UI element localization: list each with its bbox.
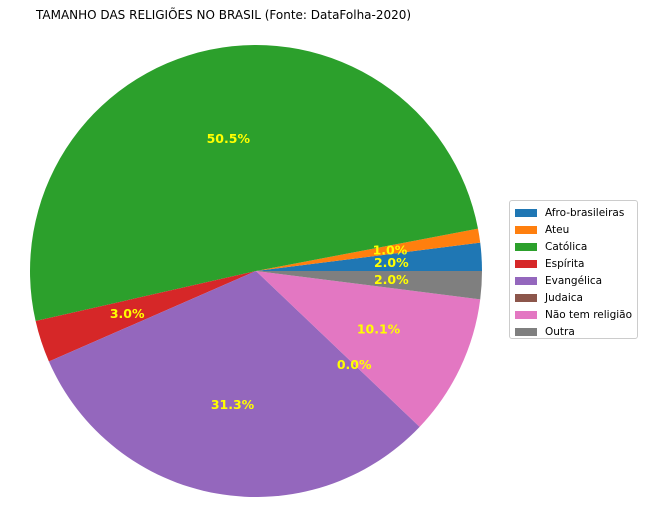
slice-label-n-o-tem-religi-o: 10.1% <box>357 322 401 337</box>
legend-item: Ateu <box>515 222 637 239</box>
pie-slice-cat-lica <box>30 45 478 322</box>
slice-label-esp-rita: 3.0% <box>110 306 145 321</box>
slice-label-ateu: 1.0% <box>373 242 408 257</box>
legend-swatch <box>515 327 537 336</box>
legend-label: Espírita <box>545 258 585 271</box>
slice-label-afro-brasileiras: 2.0% <box>374 255 409 270</box>
pie-slice-ateu <box>256 228 481 271</box>
legend-label: Outra <box>545 325 575 338</box>
legend-swatch <box>515 243 537 252</box>
legend-swatch <box>515 226 537 235</box>
legend-item: Católica <box>515 239 637 256</box>
slice-label-judaica: 0.0% <box>337 357 372 372</box>
pie-slice-outra <box>256 271 482 300</box>
chart-title: TAMANHO DAS RELIGIÕES NO BRASIL (Fonte: … <box>36 8 412 22</box>
legend-label: Não tem religião <box>545 308 633 321</box>
legend: Afro-brasileiras Ateu Católica Espírita Evan… <box>509 200 638 339</box>
legend-label: Afro-brasileiras <box>545 207 625 220</box>
legend-item: Evangélica <box>515 273 637 290</box>
pie-slice-afro-brasileiras <box>256 242 482 271</box>
pie-slice-esp-rita <box>35 271 256 362</box>
legend-label: Judaica <box>545 291 583 304</box>
legend-swatch <box>515 310 537 319</box>
legend-label: Evangélica <box>545 275 603 287</box>
slice-label-cat-lica: 50.5% <box>207 131 251 146</box>
legend-swatch <box>515 293 537 302</box>
legend-item: Outra <box>515 323 637 340</box>
legend-swatch <box>515 277 537 285</box>
legend-item: Não tem religião <box>515 306 637 323</box>
slice-label-evang-lica: 31.3% <box>211 397 255 412</box>
legend-swatch <box>515 260 537 269</box>
legend-item: Espírita <box>515 256 637 273</box>
legend-item: Judaica <box>515 289 637 306</box>
legend-item: Afro-brasileiras <box>515 205 637 222</box>
slice-label-outra: 2.0% <box>374 272 409 287</box>
legend-label: Ateu <box>545 224 570 237</box>
pie-slice-evang-lica <box>48 271 420 497</box>
legend-label: Católica <box>545 241 588 254</box>
pie-slice-n-o-tem-religi-o <box>256 271 481 427</box>
legend-swatch <box>515 209 537 218</box>
